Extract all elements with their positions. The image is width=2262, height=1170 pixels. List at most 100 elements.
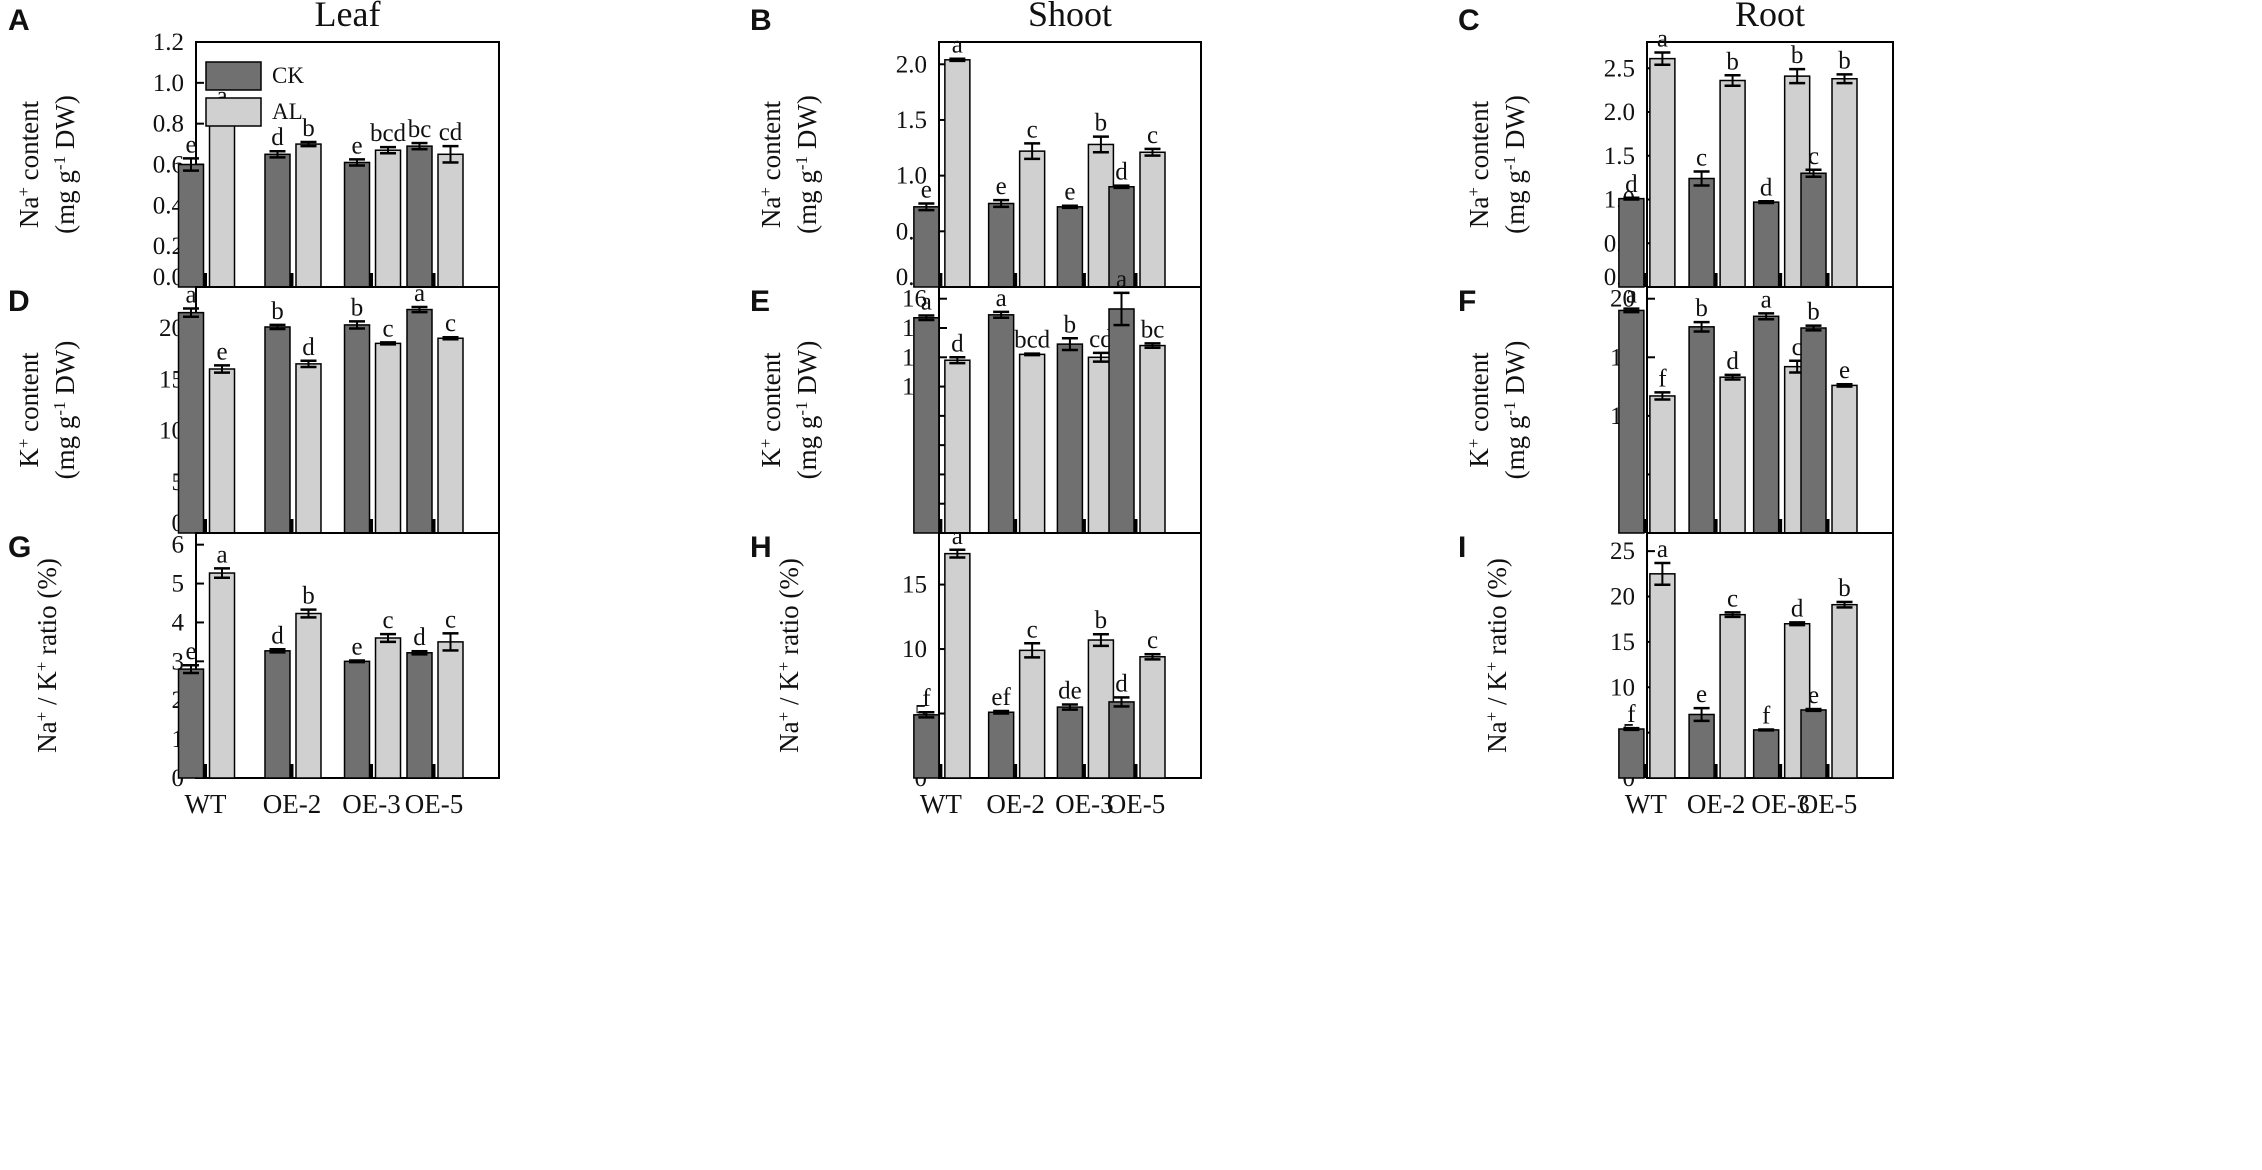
category-label-oe-5: OE-5: [405, 789, 463, 819]
bar-al-oe-2: [1018, 353, 1046, 534]
bar-al-oe-2: [1719, 613, 1746, 779]
significance-label: c: [1792, 334, 1803, 361]
category-label-oe-5: OE-5: [1107, 789, 1165, 819]
significance-label: c: [445, 606, 456, 633]
y-axis-label-line: Na+ / K+ ratio (%): [32, 558, 63, 753]
bar-al-wt: [944, 59, 971, 288]
significance-label: c: [1727, 585, 1738, 612]
bar-ck-oe-2: [1688, 326, 1715, 534]
bar-ck-oe-2: [1688, 713, 1715, 779]
significance-label: bcd: [370, 120, 407, 147]
y-axis-label-line: (mg g-1 DW): [1500, 341, 1531, 480]
legend-swatch-al: [205, 97, 262, 127]
significance-label: e: [1808, 682, 1819, 709]
bar-al-oe-2: [1018, 150, 1046, 288]
y-tick-label: 5: [172, 571, 185, 598]
bar-al-oe-5: [1831, 603, 1858, 779]
bar-al-oe-3: [374, 149, 402, 288]
significance-label: e: [185, 131, 196, 158]
significance-label: bc: [1141, 316, 1165, 343]
y-tick-label: 1.5: [896, 107, 927, 134]
bar-ck-wt: [177, 668, 205, 779]
y-axis-label: Na+ / K+ ratio (%): [1482, 558, 1513, 753]
category-label-wt: WT: [1625, 789, 1667, 819]
significance-label: d: [1115, 670, 1128, 697]
significance-label: a: [414, 280, 425, 307]
y-axis-label: K+ content(mg g-1 DW): [1464, 341, 1531, 480]
bar-al-oe-2: [295, 143, 322, 288]
y-axis-label-line: K+ content: [14, 352, 45, 468]
bar-al-oe-3: [374, 342, 402, 534]
significance-label: a: [1116, 266, 1127, 293]
bar-al-oe-2: [295, 612, 322, 779]
bar-al-oe-5: [437, 153, 464, 288]
category-label-oe-2: OE-2: [1687, 789, 1745, 819]
panel-letter: I: [1458, 531, 1466, 564]
significance-label: cd: [439, 119, 463, 146]
bar-ck-wt: [1618, 197, 1645, 288]
bar-ck-oe-5: [406, 308, 433, 534]
significance-label: b: [1838, 47, 1851, 74]
y-axis-label: Na+ / K+ ratio (%): [774, 558, 805, 753]
significance-label: a: [1657, 536, 1668, 563]
significance-label: d: [413, 624, 426, 651]
significance-label: e: [1696, 681, 1707, 708]
y-tick-label: 15: [1610, 629, 1635, 656]
significance-label: c: [1027, 116, 1038, 143]
significance-label: b: [1791, 42, 1804, 69]
bar-ck-oe-3: [343, 660, 371, 779]
significance-label: c: [1147, 122, 1158, 149]
panel-b: B0.00.51.01.52.0Na+ content(mg g-1 DW)ea…: [750, 4, 1202, 291]
bar-ck-wt: [1618, 309, 1645, 534]
y-tick-label: 1.0: [153, 70, 184, 97]
significance-label: d: [1760, 174, 1773, 201]
significance-label: e: [921, 176, 932, 203]
y-axis-label-line: (mg g-1 DW): [792, 95, 823, 234]
bar-al-oe-5: [1139, 656, 1166, 779]
legend-label-ck: CK: [272, 63, 304, 88]
bar-ck-oe-5: [1800, 327, 1827, 534]
y-tick-label: 6: [172, 532, 185, 559]
y-tick-label: 20: [1610, 584, 1635, 611]
significance-label: b: [1838, 575, 1851, 602]
legend: CK AL: [205, 61, 304, 127]
significance-label: b: [1064, 311, 1077, 338]
significance-label: a: [952, 523, 963, 550]
bar-al-wt: [208, 572, 236, 779]
significance-label: b: [302, 583, 315, 610]
bar-al-oe-5: [1139, 151, 1166, 288]
bar-ck-oe-2: [264, 153, 291, 288]
bar-ck-oe-2: [1688, 177, 1715, 288]
panel-h: H051015Na+ / K+ ratio (%)faWTefcOE-2debO…: [750, 523, 1202, 819]
bar-ck-oe-2: [987, 711, 1015, 779]
significance-label: b: [1095, 110, 1108, 137]
panel-c: C0.00.51.01.52.02.5Na+ content(mg g-1 DW…: [1458, 4, 1894, 291]
bar-al-wt: [208, 368, 236, 534]
significance-label: a: [1657, 26, 1668, 53]
y-axis-label-line: (mg g-1 DW): [1500, 95, 1531, 234]
bar-ck-oe-5: [406, 145, 433, 288]
y-tick-label: 2.0: [1604, 99, 1635, 126]
significance-label: a: [1626, 282, 1637, 309]
bar-al-wt: [944, 552, 971, 779]
y-tick-label: 0.8: [153, 111, 184, 138]
bar-al-oe-2: [295, 363, 322, 534]
category-label-oe-2: OE-2: [986, 789, 1044, 819]
significance-label: e: [1064, 179, 1075, 206]
significance-label: a: [1761, 286, 1772, 313]
y-axis-label-line: (mg g-1 DW): [50, 95, 81, 234]
bar-ck-oe-3: [1056, 206, 1084, 288]
bar-al-wt: [944, 359, 971, 534]
panel-i: I0510152025Na+ / K+ ratio (%)faWTecOE-2f…: [1458, 531, 1894, 819]
y-tick-label: 25: [1610, 538, 1635, 565]
significance-label: c: [382, 315, 393, 342]
significance-label: b: [271, 298, 284, 325]
panel-e: E0246810121416K+ content(mg g-1 DW)adabc…: [750, 266, 1202, 537]
bar-ck-oe-3: [343, 161, 371, 288]
significance-label: bcd: [1014, 327, 1051, 354]
y-axis-label: Na+ content(mg g-1 DW): [756, 95, 823, 234]
significance-label: f: [1627, 701, 1636, 728]
category-label-oe-5: OE-5: [1799, 789, 1857, 819]
